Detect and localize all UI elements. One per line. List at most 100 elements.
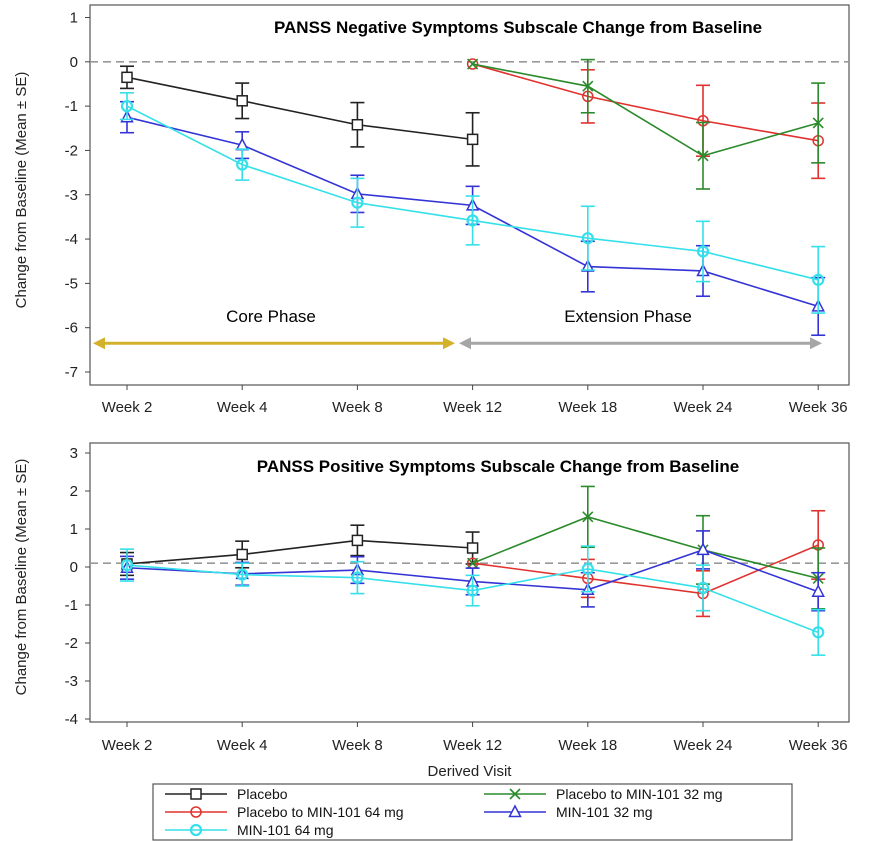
legend-item: MIN-101 64 mg [165, 822, 333, 838]
series-line [472, 63, 819, 157]
data-point [351, 534, 364, 547]
data-point [696, 581, 710, 595]
phase-arrow-head-left [459, 337, 471, 350]
x-tick-label: Week 4 [217, 399, 268, 416]
data-point [351, 118, 364, 131]
y-tick-label: -3 [65, 673, 78, 690]
data-point [466, 542, 479, 554]
data-point [696, 542, 710, 556]
series-line [126, 539, 473, 565]
data-point [121, 71, 133, 84]
series-min-101-64-mg [120, 92, 826, 314]
legend-item: MIN-101 32 mg [484, 804, 652, 820]
y-tick-label: -3 [65, 187, 78, 204]
x-tick-label: Week 2 [102, 399, 153, 416]
data-point [812, 626, 825, 639]
data-point [190, 806, 202, 818]
plot-frame [89, 442, 850, 723]
legend: Placebo Placebo to MIN-101 32 mg Placebo t… [152, 783, 793, 841]
data-point [581, 232, 594, 245]
series-placebo [120, 65, 480, 167]
phase-arrow-head-right [443, 337, 455, 350]
legend-label: Placebo [237, 786, 288, 802]
x-tick-label: Week 18 [558, 399, 617, 416]
series-line [472, 515, 819, 580]
y-tick-label: -5 [65, 275, 78, 292]
series-line [472, 63, 819, 142]
data-point [811, 584, 825, 597]
data-point [236, 95, 248, 107]
y-tick-label: 0 [70, 54, 78, 71]
data-point [582, 511, 594, 523]
data-point [236, 568, 249, 581]
series-min-101-64-mg [120, 545, 826, 656]
y-tick-label: 1 [70, 10, 78, 27]
phase-arrow-head-right [810, 337, 822, 350]
series-line [126, 76, 473, 141]
x-tick-label: Week 24 [674, 399, 733, 416]
y-axis-label: Change from Baseline (Mean ± SE) [13, 72, 30, 309]
y-tick-label: -7 [65, 364, 78, 381]
x-tick-label: Week 36 [789, 737, 848, 754]
legend-label: Placebo to MIN-101 32 mg [556, 786, 723, 802]
data-point [236, 158, 249, 171]
legend-label: Placebo to MIN-101 64 mg [237, 804, 404, 820]
y-tick-label: -4 [65, 231, 78, 248]
legend-box [152, 783, 793, 841]
series-placebo-to-min-101-32-mg [467, 58, 826, 190]
y-axis-label: Change from Baseline (Mean ± SE) [13, 459, 30, 696]
x-axis-label: Derived Visit [428, 763, 513, 780]
data-point [508, 804, 522, 818]
y-tick-label: 2 [70, 483, 78, 500]
data-point [351, 571, 364, 584]
x-tick-label: Week 12 [443, 737, 502, 754]
y-tick-label: -2 [65, 635, 78, 652]
legend-item: Placebo to MIN-101 32 mg [484, 786, 723, 802]
data-point [812, 117, 824, 129]
phase-label: Extension Phase [564, 307, 692, 326]
x-tick-label: Week 4 [217, 737, 268, 754]
data-point [120, 100, 134, 113]
data-point [696, 245, 710, 258]
data-point [190, 788, 202, 800]
x-tick-label: Week 24 [674, 737, 733, 754]
data-point [189, 823, 203, 837]
y-tick-label: -1 [65, 98, 78, 115]
y-tick-label: -4 [65, 711, 78, 728]
x-tick-label: Week 18 [558, 737, 617, 754]
series-line [472, 544, 819, 595]
chart-title: PANSS Positive Symptoms Subscale Change … [257, 457, 739, 476]
data-point [466, 214, 479, 227]
data-point [467, 58, 479, 70]
y-tick-label: 0 [70, 559, 78, 576]
x-tick-label: Week 2 [102, 737, 153, 754]
legend-label: MIN-101 32 mg [556, 804, 652, 820]
data-point [351, 196, 364, 209]
series-placebo [120, 524, 480, 577]
data-point [582, 80, 594, 92]
data-point [120, 558, 134, 572]
data-point [581, 562, 594, 576]
phase-arrow-head-left [93, 337, 105, 350]
data-point [466, 58, 479, 70]
chart-panel-2: 3 2 1 0 -1 -2 -3 -4 Week 2 Week 4 Week 8 Week 12 Wee… [13, 442, 850, 780]
x-tick-label: Week 36 [789, 399, 848, 416]
x-tick-label: Week 12 [443, 399, 502, 416]
data-point [812, 273, 825, 286]
y-tick-label: 1 [70, 521, 78, 538]
y-tick-label: -6 [65, 320, 78, 337]
data-point [509, 788, 521, 800]
x-tick-label: Week 8 [332, 399, 383, 416]
series-placebo-to-min-101-64-mg [466, 58, 826, 180]
legend-label: MIN-101 64 mg [237, 822, 333, 838]
y-tick-label: -2 [65, 142, 78, 159]
chart-panel-1: 1 0 -1 -2 -3 -4 -5 -6 -7 Week 2 Week 4 Week 8 Week 1… [13, 4, 850, 416]
y-tick-label: 3 [70, 445, 78, 462]
chart-title: PANSS Negative Symptoms Subscale Change … [274, 18, 762, 37]
data-point [236, 548, 248, 561]
legend-item: Placebo to MIN-101 64 mg [165, 804, 404, 820]
x-tick-label: Week 8 [332, 737, 383, 754]
data-point [467, 557, 479, 569]
y-tick-label: -1 [65, 597, 78, 614]
